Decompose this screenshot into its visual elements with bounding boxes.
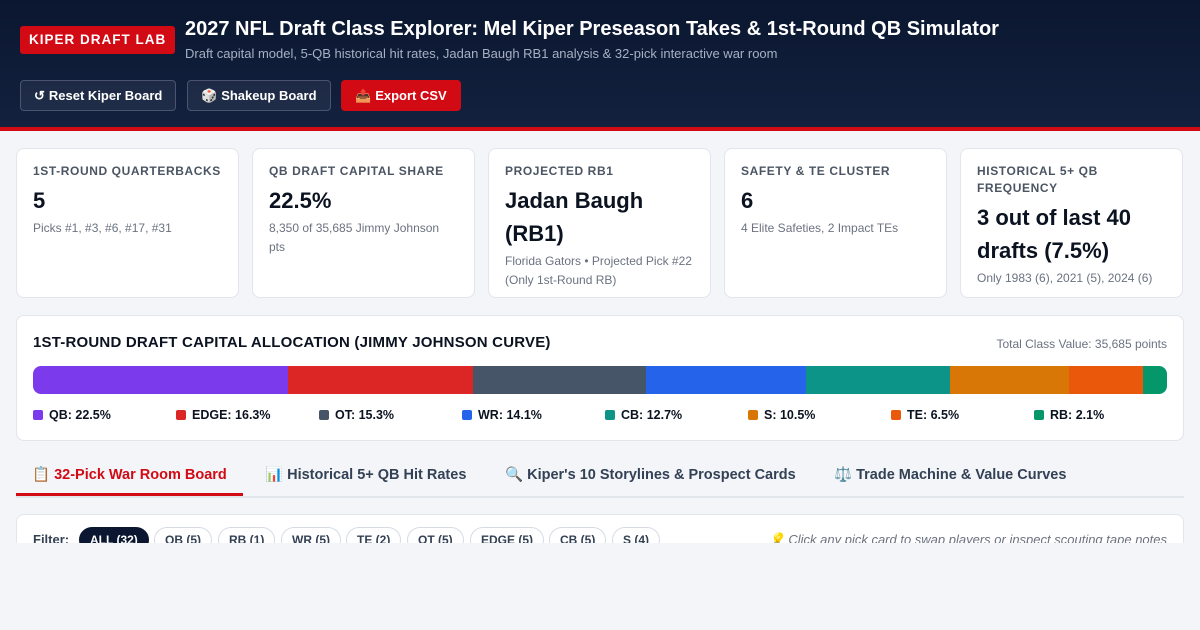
tab-label: Trade Machine & Value Curves bbox=[856, 467, 1067, 483]
legend-item: OT: 15.3% bbox=[319, 408, 394, 422]
kpi-label: Safety & TE Cluster bbox=[741, 164, 891, 178]
legend-label: OT: 15.3% bbox=[335, 408, 395, 422]
kpi-value: 22.5% bbox=[269, 188, 332, 213]
allocation-segment[interactable] bbox=[288, 366, 473, 394]
kpi-label: QB Draft Capital Share bbox=[269, 164, 444, 178]
legend-swatch bbox=[176, 410, 186, 420]
scales-icon: ⚖️ bbox=[834, 467, 853, 483]
page-title: 2027 NFL Draft Class Explorer: Mel Kiper… bbox=[185, 18, 999, 40]
tab-trade-machine[interactable]: ⚖️ Trade Machine & Value Curves bbox=[818, 458, 1082, 496]
legend-label: EDGE: 16.3% bbox=[192, 408, 271, 422]
app-header: KIPER DRAFT LAB 2027 NFL Draft Class Exp… bbox=[0, 0, 1200, 131]
allocation-segment[interactable] bbox=[33, 366, 289, 394]
tab-war-room[interactable]: 📋 32-Pick War Room Board bbox=[16, 458, 243, 496]
tab-historical-hit-rates[interactable]: 📊 Historical 5+ QB Hit Rates bbox=[249, 458, 482, 496]
legend-label: QB: 22.5% bbox=[49, 408, 111, 422]
legend-swatch bbox=[462, 410, 472, 420]
legend-swatch bbox=[748, 410, 758, 420]
kpi-card-safety-te: Safety & TE Cluster 6 4 Elite Safeties, … bbox=[724, 148, 947, 298]
reset-board-button[interactable]: ↺ Reset Kiper Board bbox=[20, 80, 177, 111]
legend-item: CB: 12.7% bbox=[605, 408, 682, 422]
tab-label: Historical 5+ QB Hit Rates bbox=[287, 467, 467, 483]
tab-bar: 📋 32-Pick War Room Board 📊 Historical 5+… bbox=[16, 458, 1184, 498]
kpi-subtext: 8,350 of 35,685 Jimmy Johnson pts bbox=[269, 221, 440, 254]
kpi-subtext: Picks #1, #3, #6, #17, #31 bbox=[33, 221, 172, 235]
tab-label: 32-Pick War Room Board bbox=[54, 467, 227, 483]
kpi-subtext: Only 1983 (6), 2021 (5), 2024 (6) bbox=[977, 271, 1153, 285]
tab-label: Kiper's 10 Storylines & Prospect Cards bbox=[527, 467, 796, 483]
brand-logo: KIPER DRAFT LAB bbox=[20, 26, 176, 54]
kpi-value: 5 bbox=[33, 188, 46, 213]
allocation-segment[interactable] bbox=[950, 366, 1070, 394]
allocation-segment[interactable] bbox=[1143, 366, 1167, 394]
kpi-value: 3 out of last 40 drafts (7.5%) bbox=[977, 205, 1132, 263]
page-subtitle: Draft capital model, 5-QB historical hit… bbox=[185, 46, 778, 61]
legend-item: QB: 22.5% bbox=[33, 408, 111, 422]
chart-icon: 📊 bbox=[265, 467, 284, 483]
legend-label: CB: 12.7% bbox=[621, 408, 683, 422]
reset-icon: ↺ bbox=[34, 88, 45, 103]
export-icon: 📤 bbox=[355, 88, 372, 103]
viewport-fold bbox=[0, 543, 1200, 630]
legend-swatch bbox=[33, 410, 43, 420]
legend-item: TE: 6.5% bbox=[891, 408, 959, 422]
legend-label: S: 10.5% bbox=[764, 408, 816, 422]
kpi-label: Historical 5+ QB Frequency bbox=[977, 164, 1098, 195]
legend-label: WR: 14.1% bbox=[478, 408, 542, 422]
kpi-value: 6 bbox=[741, 188, 754, 213]
allocation-segment[interactable] bbox=[646, 366, 807, 394]
kpi-subtext: Florida Gators • Projected Pick #22 (Onl… bbox=[505, 254, 692, 287]
allocation-segment[interactable] bbox=[1069, 366, 1144, 394]
allocation-stacked-bar bbox=[33, 366, 1167, 394]
legend-swatch bbox=[605, 410, 615, 420]
legend-item: S: 10.5% bbox=[748, 408, 815, 422]
allocation-total: Total Class Value: 35,685 points bbox=[996, 337, 1167, 351]
shakeup-board-button[interactable]: 🎲 Shakeup Board bbox=[187, 80, 331, 111]
kpi-value: Jadan Baugh (RB1) bbox=[505, 188, 644, 246]
export-csv-label: Export CSV bbox=[375, 88, 447, 103]
allocation-legend: QB: 22.5% EDGE: 16.3% OT: 15.3% WR: 14.1% CB… bbox=[33, 408, 1177, 424]
kpi-subtext: 4 Elite Safeties, 2 Impact TEs bbox=[741, 221, 899, 235]
export-csv-button[interactable]: 📤 Export CSV bbox=[341, 80, 461, 111]
allocation-segment[interactable] bbox=[806, 366, 951, 394]
legend-label: RB: 2.1% bbox=[1050, 408, 1105, 422]
kpi-card-qb-count: 1st-Round Quarterbacks 5 Picks #1, #3, #… bbox=[16, 148, 239, 298]
reset-board-label: Reset Kiper Board bbox=[48, 88, 163, 103]
dice-icon: 🎲 bbox=[201, 88, 218, 103]
allocation-title: 1ST-ROUND DRAFT CAPITAL ALLOCATION (JIMM… bbox=[33, 334, 551, 351]
allocation-segment[interactable] bbox=[472, 366, 647, 394]
magnifier-icon: 🔍 bbox=[505, 467, 524, 483]
legend-item: WR: 14.1% bbox=[462, 408, 542, 422]
capital-allocation-panel: 1ST-ROUND DRAFT CAPITAL ALLOCATION (JIMM… bbox=[16, 315, 1184, 441]
kpi-card-qb-frequency: Historical 5+ QB Frequency 3 out of last… bbox=[960, 148, 1183, 298]
kpi-card-rb1: Projected RB1 Jadan Baugh (RB1) Florida … bbox=[488, 148, 711, 298]
legend-swatch bbox=[1034, 410, 1044, 420]
legend-item: RB: 2.1% bbox=[1034, 408, 1104, 422]
legend-label: TE: 6.5% bbox=[907, 408, 960, 422]
clipboard-icon: 📋 bbox=[32, 467, 51, 483]
shakeup-board-label: Shakeup Board bbox=[221, 88, 317, 103]
tab-storylines[interactable]: 🔍 Kiper's 10 Storylines & Prospect Cards bbox=[489, 458, 812, 496]
legend-swatch bbox=[891, 410, 901, 420]
kpi-card-qb-capital: QB Draft Capital Share 22.5% 8,350 of 35… bbox=[252, 148, 475, 298]
kpi-label: 1st-Round Quarterbacks bbox=[33, 164, 221, 178]
legend-swatch bbox=[319, 410, 329, 420]
legend-item: EDGE: 16.3% bbox=[176, 408, 271, 422]
kpi-label: Projected RB1 bbox=[505, 164, 614, 178]
